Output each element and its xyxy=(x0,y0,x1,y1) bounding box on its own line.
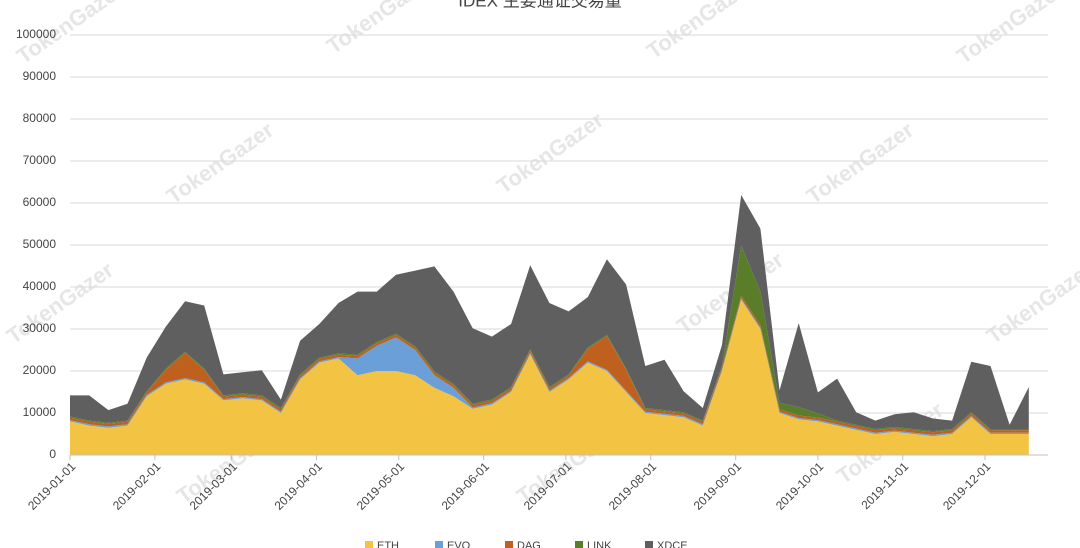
legend-label: ETH xyxy=(377,540,399,548)
legend-label: DAG xyxy=(517,540,541,548)
y-tick-label: 100000 xyxy=(16,27,56,41)
y-tick-label: 10000 xyxy=(23,405,57,419)
x-tick-label: 2019-08-01 xyxy=(606,459,660,513)
watermark: TokenGazer xyxy=(952,0,1069,69)
x-tick-label: 2019-04-01 xyxy=(272,459,326,513)
y-tick-label: 60000 xyxy=(23,195,57,209)
y-tick-label: 0 xyxy=(49,447,56,461)
x-tick-label: 2019-06-01 xyxy=(439,459,493,513)
y-tick-label: 30000 xyxy=(23,321,57,335)
y-tick-label: 50000 xyxy=(23,237,57,251)
y-tick-label: 80000 xyxy=(23,111,57,125)
area xyxy=(70,195,1029,432)
y-tick-label: 20000 xyxy=(23,363,57,377)
legend-label: XDCE xyxy=(657,540,688,548)
watermark: TokenGazer xyxy=(982,257,1080,349)
legend-label: EVO xyxy=(447,540,471,548)
x-tick-label: 2019-12-01 xyxy=(940,459,994,513)
legend-swatch xyxy=(365,541,373,548)
watermark: TokenGazer xyxy=(2,257,119,349)
y-tick-label: 40000 xyxy=(23,279,57,293)
x-tick-label: 2019-09-01 xyxy=(691,459,745,513)
area xyxy=(70,299,1029,455)
y-tick-label: 70000 xyxy=(23,153,57,167)
legend-swatch xyxy=(505,541,513,548)
x-tick-label: 2019-01-01 xyxy=(25,459,79,513)
chart-title: IDEX 主要通证交易量 xyxy=(458,0,621,10)
watermark: TokenGazer xyxy=(802,117,919,209)
x-tick-label: 2019-02-01 xyxy=(110,459,164,513)
watermark: TokenGazer xyxy=(492,107,609,199)
legend-swatch xyxy=(575,541,583,548)
legend-swatch xyxy=(435,541,443,548)
watermark: TokenGazer xyxy=(642,0,759,64)
y-tick-label: 90000 xyxy=(23,69,57,83)
x-tick-label: 2019-05-01 xyxy=(354,459,408,513)
watermark: TokenGazer xyxy=(322,0,439,59)
x-tick-label: 2019-10-01 xyxy=(773,459,827,513)
legend-swatch xyxy=(645,541,653,548)
watermark: TokenGazer xyxy=(162,117,279,209)
legend-label: LINK xyxy=(587,540,612,548)
